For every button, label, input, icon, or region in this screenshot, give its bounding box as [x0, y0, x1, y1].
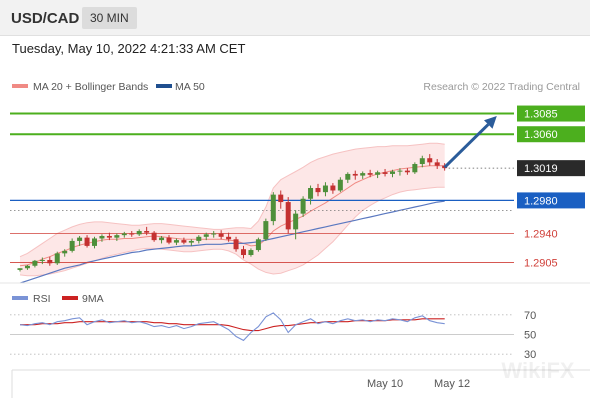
candle-body: [241, 249, 246, 256]
candle-body: [427, 158, 433, 163]
candle-body: [188, 240, 194, 243]
last-price-label-bg: [517, 160, 585, 177]
pivot-label-bg: [517, 192, 585, 209]
ma9-legend-swatch: [62, 296, 78, 300]
candle-body: [315, 188, 321, 193]
resistance-1-label-bg: [517, 126, 585, 143]
trend-arrow-shaft: [443, 123, 490, 169]
candle-body: [300, 198, 306, 214]
candle-body: [203, 234, 209, 237]
candle-body: [181, 240, 187, 243]
candle-body: [397, 170, 403, 172]
candle-body: [54, 253, 60, 264]
rsi-tick-label: 70: [524, 310, 536, 322]
candle-body: [62, 250, 68, 254]
header-bar: USD/CAD 30 MIN: [0, 0, 590, 36]
ma20-legend-swatch: [12, 84, 28, 88]
candle-body: [233, 239, 239, 250]
pivot-label: 1.2980: [524, 195, 558, 207]
candle-body: [129, 233, 135, 235]
resistance-2-label: 1.3085: [524, 109, 558, 121]
candle-body: [144, 231, 150, 233]
resistance-1-label: 1.3060: [524, 129, 558, 141]
candle-body: [278, 194, 284, 203]
candle-body: [69, 240, 75, 251]
last-price-label: 1.3019: [524, 163, 558, 175]
candle-body: [293, 213, 299, 230]
credit-text: Research © 2022 Trading Central: [423, 81, 580, 93]
candle-body: [218, 233, 224, 237]
candle-body: [211, 233, 217, 235]
support-1-label: 1.2940: [524, 229, 558, 241]
candle-body: [151, 232, 157, 241]
resistance-2-label-bg: [517, 105, 585, 122]
candle-body: [196, 236, 202, 241]
candle-body: [434, 162, 440, 166]
candle-body: [412, 164, 418, 173]
watermark: WikiFX: [501, 358, 574, 383]
candle-body: [32, 260, 38, 266]
candle-body: [114, 235, 120, 238]
candle-body: [106, 235, 112, 238]
candle-body: [419, 158, 425, 165]
candle-body: [92, 238, 97, 246]
candle-body: [367, 173, 373, 175]
rsi-legend-label: RSI: [33, 293, 51, 305]
timeframe-button[interactable]: 30 MIN: [82, 7, 137, 29]
candle-body: [159, 237, 165, 241]
candle-body: [24, 265, 30, 269]
ma50-line: [19, 200, 445, 284]
ma9-legend-label: 9MA: [82, 293, 104, 305]
ma50-legend-swatch: [156, 84, 172, 88]
candle-body: [99, 235, 105, 239]
candle-body: [77, 237, 83, 241]
candle-body: [360, 173, 366, 176]
candle-body: [270, 194, 276, 222]
candle-body: [166, 237, 172, 243]
candle-body: [345, 173, 351, 180]
support-2-label: 1.2905: [524, 257, 558, 269]
rsi-legend-swatch: [12, 296, 28, 300]
x-tick-label: May 12: [434, 378, 470, 390]
symbol-title: USD/CAD: [11, 10, 80, 27]
candle-body: [375, 172, 381, 175]
candle-body: [404, 170, 410, 173]
candle-body: [337, 179, 343, 191]
trend-arrow-head: [484, 116, 497, 129]
x-tick-label: May 10: [367, 378, 403, 390]
bollinger-upper-line: [19, 142, 445, 258]
candle-body: [382, 172, 388, 174]
ma50-legend-label: MA 50: [175, 81, 205, 93]
candle-body: [121, 233, 127, 236]
timestamp: Tuesday, May 10, 2022 4:21:33 AM CET: [12, 41, 246, 56]
candle-body: [263, 221, 269, 240]
candle-body: [84, 237, 90, 246]
candle-body: [308, 188, 314, 199]
bollinger-band: [20, 143, 445, 276]
ma20-legend-label: MA 20 + Bollinger Bands: [33, 81, 148, 93]
candle-body: [136, 231, 142, 235]
candle-body: [39, 259, 45, 261]
rsi-line: [19, 312, 445, 342]
candle-body: [330, 185, 336, 191]
rsi-tick-label: 30: [524, 349, 536, 361]
candle-body: [17, 268, 23, 270]
rsi-tick-label: 50: [524, 330, 536, 342]
candle-body: [285, 202, 291, 230]
candle-body: [255, 239, 261, 251]
candle-body: [226, 236, 232, 240]
candle-body: [248, 250, 254, 256]
candle-body: [352, 173, 358, 176]
candle-body: [322, 185, 328, 193]
candle-body: [173, 240, 179, 243]
ma20-line: [19, 165, 445, 267]
candle-body: [47, 259, 53, 264]
candle-body: [390, 171, 395, 174]
